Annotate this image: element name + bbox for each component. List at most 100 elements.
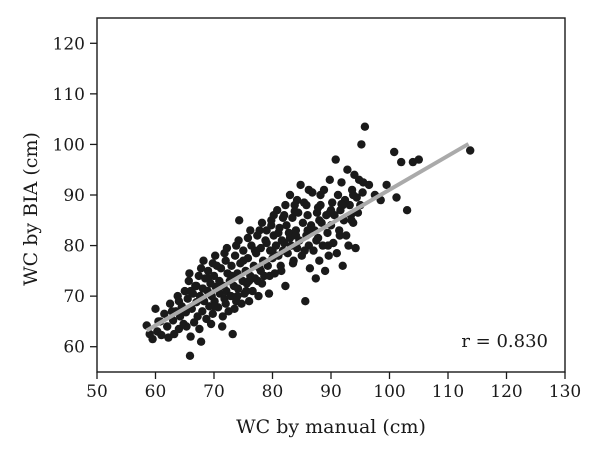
data-point (274, 228, 283, 238)
data-point (230, 251, 240, 260)
data-point (182, 322, 191, 331)
data-point (211, 251, 220, 260)
data-point (151, 304, 160, 313)
data-point (292, 195, 302, 205)
data-point (255, 226, 264, 235)
data-point (313, 203, 323, 212)
data-point (268, 246, 277, 255)
x-tick-label: 120 (490, 382, 522, 402)
y-axis-title: WC by BIA (cm) (20, 132, 42, 286)
data-point (196, 264, 206, 273)
data-point (253, 276, 263, 286)
data-point (304, 185, 313, 195)
data-point (157, 330, 166, 340)
y-tick-label: 70 (63, 287, 85, 307)
data-point (309, 246, 318, 255)
data-point (278, 213, 288, 222)
data-point (331, 155, 340, 164)
data-point (316, 190, 325, 200)
x-tick-label: 130 (549, 382, 581, 402)
y-tick-label: 120 (53, 34, 85, 54)
y-tick-label: 80 (63, 237, 85, 257)
x-tick-label: 110 (432, 382, 464, 402)
data-point (254, 291, 263, 301)
data-point (359, 178, 368, 187)
data-point (333, 190, 343, 200)
data-point (199, 256, 208, 265)
data-point (198, 307, 207, 316)
data-point (337, 199, 346, 209)
data-point (298, 218, 308, 227)
data-point (186, 332, 195, 341)
data-point (342, 231, 351, 240)
data-point (250, 246, 260, 255)
x-tick-label: 90 (320, 382, 342, 402)
data-point (343, 165, 352, 174)
data-point (185, 269, 194, 278)
data-point (296, 180, 305, 190)
data-point (338, 261, 347, 270)
data-point (208, 259, 217, 268)
y-tick-label: 100 (53, 135, 85, 155)
data-points (142, 122, 475, 360)
data-point (244, 276, 254, 286)
data-point (305, 264, 315, 273)
data-point (232, 241, 241, 250)
data-point (281, 200, 290, 210)
data-point (256, 266, 265, 276)
data-point (291, 231, 301, 240)
y-tick-label: 60 (63, 338, 85, 358)
data-point (402, 206, 412, 215)
data-point (233, 291, 242, 301)
data-point (414, 155, 423, 164)
regression-line (145, 142, 470, 333)
data-point (239, 246, 248, 255)
data-point (194, 271, 203, 281)
correlation-annotation: r = 0.830 (461, 331, 548, 352)
data-point (285, 190, 295, 200)
data-point (325, 175, 334, 184)
data-point (243, 233, 253, 243)
data-point (382, 180, 391, 190)
data-point (237, 299, 246, 308)
y-tick-label: 110 (53, 85, 85, 105)
data-point (257, 218, 267, 227)
data-point (323, 228, 332, 238)
data-point (300, 246, 309, 255)
data-point (174, 297, 184, 306)
data-point (337, 178, 346, 187)
data-point (262, 238, 271, 248)
data-point (160, 309, 169, 318)
data-point (195, 324, 204, 334)
data-point (280, 238, 289, 248)
data-point (324, 251, 333, 260)
fit-line-layer (145, 142, 470, 333)
data-point (227, 261, 236, 270)
data-point (311, 274, 320, 283)
data-point (349, 190, 358, 200)
data-point (203, 266, 213, 276)
data-point (163, 322, 172, 331)
data-point (148, 334, 157, 344)
data-point (325, 208, 334, 217)
data-point (246, 226, 255, 235)
data-point (183, 294, 192, 303)
data-point (347, 216, 356, 225)
y-tick-label: 90 (63, 186, 85, 206)
x-tick-label: 80 (262, 382, 284, 402)
data-point (218, 322, 227, 331)
data-point (303, 226, 312, 235)
data-point (397, 157, 406, 167)
data-point (303, 211, 312, 220)
data-point (320, 266, 330, 276)
data-point (226, 291, 236, 301)
data-point (239, 256, 248, 265)
data-point (390, 147, 399, 157)
data-point (315, 216, 324, 225)
data-point (466, 146, 475, 155)
data-point (277, 266, 286, 276)
data-point (288, 259, 298, 268)
data-point (360, 122, 370, 131)
data-point (221, 256, 230, 265)
